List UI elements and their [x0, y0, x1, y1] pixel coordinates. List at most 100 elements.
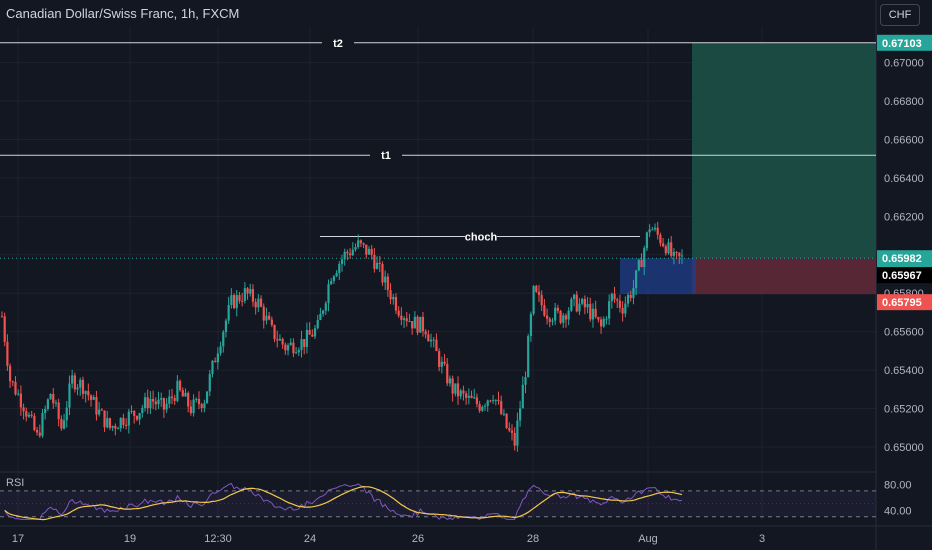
- candle-down: [273, 324, 276, 343]
- candle-body: [597, 317, 600, 320]
- candle-down: [475, 393, 479, 408]
- candle-down: [214, 357, 217, 363]
- candle-body: [489, 400, 492, 402]
- candle-body: [60, 419, 63, 429]
- candle-body: [219, 346, 222, 354]
- candle-up: [184, 388, 187, 397]
- candle-down: [599, 316, 603, 334]
- candle-up: [521, 376, 524, 409]
- candle-body: [340, 259, 344, 264]
- candle-body: [127, 411, 130, 426]
- candle-body: [346, 251, 349, 254]
- y-tick-label: 0.66200: [884, 211, 924, 223]
- candle-body: [508, 428, 511, 431]
- candle-body: [68, 383, 71, 408]
- candle-body: [470, 395, 473, 398]
- candle-body: [125, 424, 128, 426]
- rsi-line: [4, 482, 683, 520]
- candle-body: [103, 410, 106, 428]
- candle-down: [81, 376, 85, 400]
- candle-down: [438, 348, 441, 372]
- candle-up: [46, 398, 49, 411]
- candle-body: [17, 393, 20, 395]
- candle-body: [632, 287, 635, 298]
- candle-down: [346, 249, 349, 261]
- candle-down: [30, 410, 33, 418]
- candle-down: [678, 252, 681, 264]
- candle-down: [259, 295, 263, 308]
- candle-body: [537, 291, 541, 295]
- candle-up: [483, 403, 487, 412]
- candle-body: [292, 342, 295, 354]
- candle-down: [613, 286, 616, 303]
- candle-body: [375, 262, 379, 269]
- candle-up: [516, 412, 519, 452]
- candle-down: [303, 339, 306, 355]
- candle-body: [6, 341, 9, 366]
- candle-body: [168, 396, 171, 404]
- candle-up: [195, 397, 198, 403]
- candle-body: [486, 400, 489, 406]
- candle-body: [556, 307, 559, 311]
- candle-up: [211, 359, 214, 378]
- y-tick-label: 0.66800: [884, 96, 924, 108]
- candle-body: [483, 405, 487, 407]
- candle-body: [278, 338, 282, 341]
- candle-up: [68, 375, 71, 416]
- candle-up: [203, 399, 206, 413]
- candle-body: [38, 432, 41, 436]
- candle-body: [429, 339, 433, 342]
- candle-body: [405, 318, 408, 322]
- y-tick-label: 0.65600: [884, 327, 924, 339]
- candle-down: [548, 316, 551, 328]
- candle-down: [559, 309, 562, 325]
- candle-up: [168, 389, 171, 409]
- candle-down: [133, 410, 136, 424]
- candle-body: [152, 398, 155, 402]
- candle-up: [637, 258, 640, 272]
- x-tick-label: 17: [12, 533, 24, 545]
- candle-down: [394, 293, 398, 314]
- candle-body: [205, 391, 209, 404]
- candle-body: [481, 406, 484, 411]
- candle-up: [357, 234, 360, 249]
- candle-up: [448, 375, 452, 387]
- candle-up: [440, 356, 443, 374]
- candle-down: [187, 391, 190, 413]
- candle-up: [143, 392, 147, 412]
- candle-down: [135, 415, 139, 422]
- candle-body: [276, 339, 279, 341]
- rsi-pane: RSI: [0, 477, 876, 521]
- stop-price-tag: 0.65795: [877, 294, 932, 311]
- candle-up: [192, 394, 195, 417]
- candle-body: [400, 315, 403, 320]
- candle-down: [52, 388, 55, 409]
- candle-up: [243, 282, 246, 304]
- candle-up: [572, 293, 576, 307]
- candle-down: [616, 297, 619, 308]
- candle-up: [224, 318, 228, 338]
- candle-body: [11, 381, 14, 383]
- candle-body: [478, 404, 481, 411]
- x-tick-label: 12:30: [204, 533, 232, 545]
- entry-price-tag-bg: [877, 267, 932, 284]
- candle-body: [594, 308, 597, 318]
- candle-down: [359, 239, 362, 248]
- candle-body: [448, 378, 452, 384]
- target-price-tag-bg: [877, 34, 932, 51]
- currency-button[interactable]: CHF: [880, 4, 920, 26]
- candle-up: [300, 330, 303, 358]
- candle-up: [138, 412, 141, 425]
- candle-up: [467, 388, 470, 405]
- candle-down: [556, 304, 559, 314]
- candle-body: [192, 399, 195, 414]
- candle-body: [19, 393, 22, 408]
- candle-body: [589, 304, 592, 320]
- candle-down: [465, 390, 468, 405]
- candle-body: [65, 407, 68, 421]
- candle-body: [529, 313, 532, 337]
- candle-down: [535, 284, 538, 293]
- candle-up: [602, 316, 605, 328]
- candle-up: [327, 279, 330, 312]
